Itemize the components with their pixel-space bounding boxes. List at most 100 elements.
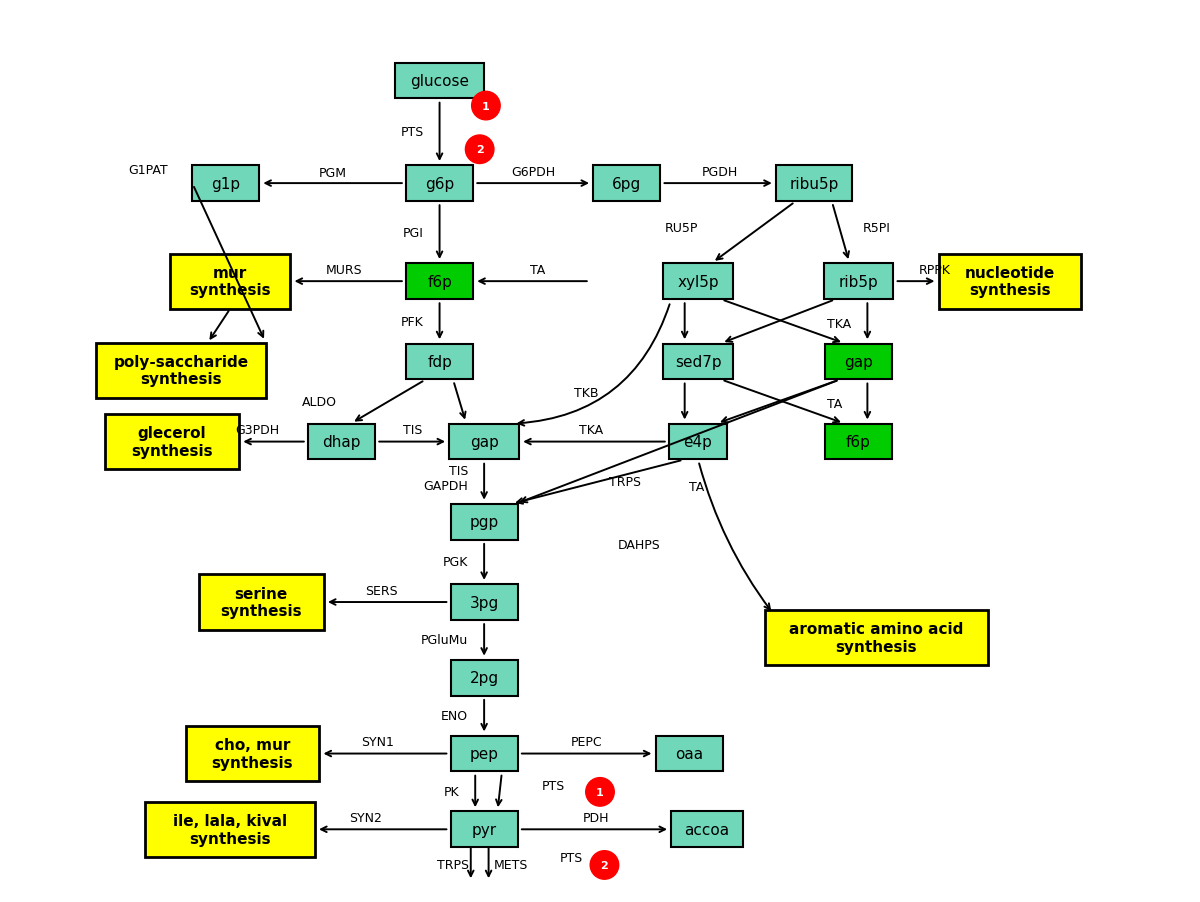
Text: MURS: MURS xyxy=(325,263,362,277)
FancyBboxPatch shape xyxy=(449,424,518,460)
Text: TA: TA xyxy=(689,480,704,493)
FancyBboxPatch shape xyxy=(199,575,324,630)
Text: TRPS: TRPS xyxy=(437,859,469,871)
FancyBboxPatch shape xyxy=(145,802,314,857)
Text: PK: PK xyxy=(444,785,460,798)
FancyBboxPatch shape xyxy=(451,736,517,771)
FancyBboxPatch shape xyxy=(664,264,733,299)
FancyBboxPatch shape xyxy=(406,264,473,299)
Text: e4p: e4p xyxy=(684,435,713,449)
Text: 2: 2 xyxy=(475,145,484,155)
Text: PGDH: PGDH xyxy=(702,166,738,179)
Text: mur
synthesis: mur synthesis xyxy=(190,266,271,298)
Text: PGluMu: PGluMu xyxy=(421,634,468,647)
Text: gap: gap xyxy=(844,354,872,370)
FancyBboxPatch shape xyxy=(406,166,473,202)
Text: 2pg: 2pg xyxy=(469,670,499,686)
Text: 1: 1 xyxy=(482,101,490,112)
Text: PGM: PGM xyxy=(319,167,347,179)
Text: PDH: PDH xyxy=(582,811,608,824)
FancyBboxPatch shape xyxy=(406,345,473,380)
Circle shape xyxy=(472,92,500,121)
Text: GAPDH: GAPDH xyxy=(424,480,468,492)
FancyBboxPatch shape xyxy=(826,424,892,460)
Text: g1p: g1p xyxy=(211,177,240,191)
Text: 1: 1 xyxy=(596,787,604,797)
Text: glecerol
synthesis: glecerol synthesis xyxy=(131,426,212,458)
Text: RPPK: RPPK xyxy=(918,263,950,277)
Text: glucose: glucose xyxy=(410,74,469,89)
Text: sed7p: sed7p xyxy=(674,354,721,370)
Text: TRPS: TRPS xyxy=(608,475,641,489)
FancyBboxPatch shape xyxy=(192,166,259,202)
Text: TIS: TIS xyxy=(403,424,422,437)
FancyBboxPatch shape xyxy=(655,736,722,771)
Text: TA: TA xyxy=(827,397,842,410)
Text: PEPC: PEPC xyxy=(571,736,602,749)
FancyBboxPatch shape xyxy=(664,345,733,380)
Text: nucleotide
synthesis: nucleotide synthesis xyxy=(965,266,1055,298)
FancyBboxPatch shape xyxy=(96,344,265,399)
Text: RU5P: RU5P xyxy=(665,222,698,235)
Text: f6p: f6p xyxy=(427,274,452,290)
Text: ENO: ENO xyxy=(440,709,468,723)
Text: TA: TA xyxy=(530,263,545,277)
Text: METS: METS xyxy=(493,859,528,871)
FancyBboxPatch shape xyxy=(826,345,892,380)
Text: G3PDH: G3PDH xyxy=(235,424,278,437)
FancyBboxPatch shape xyxy=(395,64,484,99)
FancyBboxPatch shape xyxy=(938,254,1081,309)
Text: ALDO: ALDO xyxy=(302,396,337,409)
Text: xyl5p: xyl5p xyxy=(677,274,719,290)
FancyBboxPatch shape xyxy=(451,812,517,847)
Circle shape xyxy=(586,778,614,806)
Text: TKA: TKA xyxy=(827,318,852,330)
Text: SYN1: SYN1 xyxy=(361,736,394,749)
Text: serine
synthesis: serine synthesis xyxy=(221,586,302,619)
FancyBboxPatch shape xyxy=(764,611,988,666)
FancyBboxPatch shape xyxy=(170,254,290,309)
Text: accoa: accoa xyxy=(684,822,730,837)
Text: R5PI: R5PI xyxy=(863,222,890,235)
Text: gap: gap xyxy=(469,435,498,449)
FancyBboxPatch shape xyxy=(823,264,893,299)
Text: rib5p: rib5p xyxy=(839,274,878,290)
FancyBboxPatch shape xyxy=(451,504,517,540)
Text: pep: pep xyxy=(469,746,499,761)
Text: PTS: PTS xyxy=(560,851,583,864)
Text: DAHPS: DAHPS xyxy=(618,538,660,551)
Text: PFK: PFK xyxy=(401,316,424,328)
FancyBboxPatch shape xyxy=(670,424,727,460)
Text: TKA: TKA xyxy=(580,424,604,437)
Text: PGI: PGI xyxy=(403,226,424,239)
Text: cho, mur
synthesis: cho, mur synthesis xyxy=(211,738,293,770)
Text: TKB: TKB xyxy=(575,387,599,400)
Text: SERS: SERS xyxy=(365,584,398,597)
Circle shape xyxy=(466,136,494,164)
Text: G1PAT: G1PAT xyxy=(128,164,168,177)
Text: dhap: dhap xyxy=(323,435,361,449)
Text: fdp: fdp xyxy=(427,354,452,370)
Text: TIS: TIS xyxy=(449,465,468,477)
FancyBboxPatch shape xyxy=(308,424,374,460)
Circle shape xyxy=(590,851,619,879)
Text: pgp: pgp xyxy=(469,515,499,529)
FancyBboxPatch shape xyxy=(671,812,743,847)
Text: G6PDH: G6PDH xyxy=(511,166,556,179)
FancyBboxPatch shape xyxy=(106,415,239,470)
FancyBboxPatch shape xyxy=(776,166,852,202)
Text: pyr: pyr xyxy=(472,822,497,837)
Text: 2: 2 xyxy=(600,860,608,870)
Text: SYN2: SYN2 xyxy=(349,811,383,824)
Text: oaa: oaa xyxy=(676,746,703,761)
Text: 6pg: 6pg xyxy=(612,177,641,191)
Text: poly-saccharide
synthesis: poly-saccharide synthesis xyxy=(114,354,248,387)
Text: PTS: PTS xyxy=(542,778,565,792)
FancyBboxPatch shape xyxy=(451,660,517,695)
FancyBboxPatch shape xyxy=(186,726,319,781)
Text: g6p: g6p xyxy=(425,177,454,191)
Text: 3pg: 3pg xyxy=(469,594,499,610)
FancyBboxPatch shape xyxy=(451,584,517,621)
Text: f6p: f6p xyxy=(846,435,871,449)
Text: ribu5p: ribu5p xyxy=(790,177,839,191)
